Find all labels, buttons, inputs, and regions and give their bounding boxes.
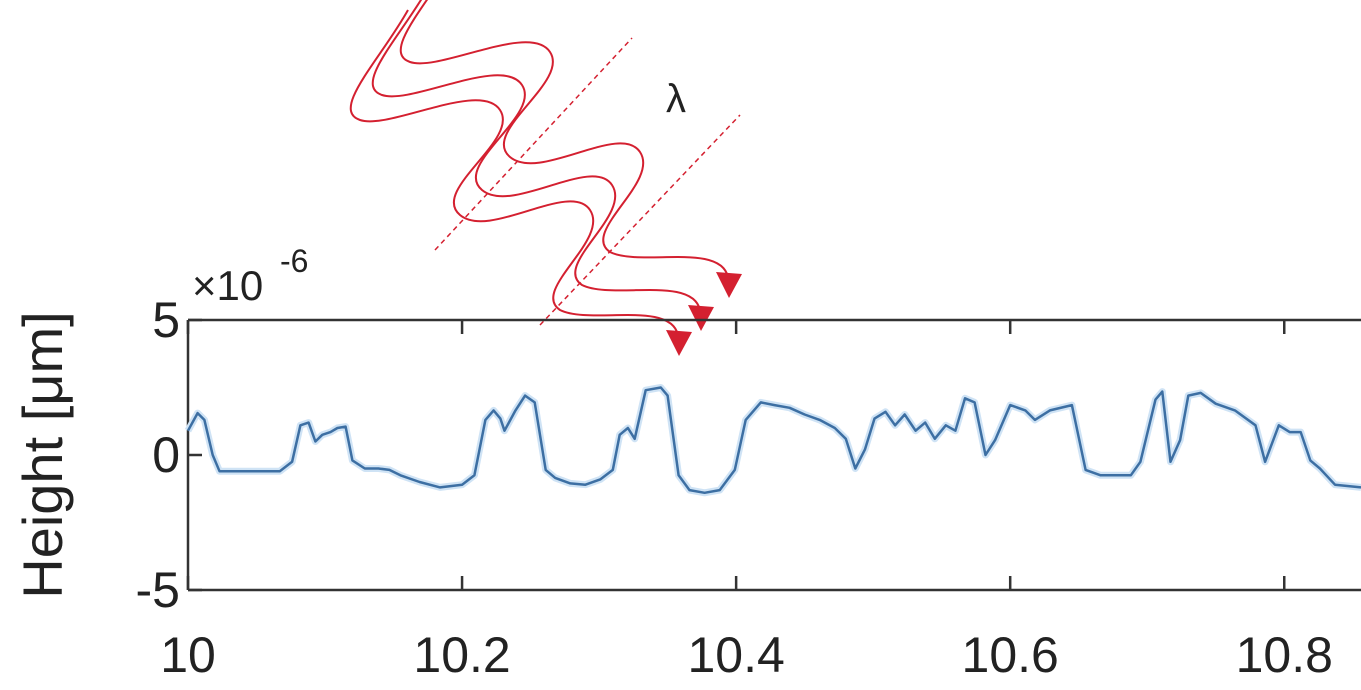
wavefront-line — [539, 114, 741, 326]
x-tick-label: 10.4 — [687, 627, 784, 683]
arrowhead — [666, 330, 692, 356]
x-tick-label: 10.6 — [962, 627, 1059, 683]
wavefront-line — [434, 37, 633, 251]
x-tick-label: 10.2 — [413, 627, 510, 683]
y-axis-label: Height [μm] — [11, 311, 74, 598]
line-glow — [184, 384, 1361, 497]
y-tick-label: 5 — [152, 292, 180, 348]
arrowhead — [716, 272, 742, 298]
x-tick-label: 10 — [160, 627, 216, 683]
y-exponent-base: ×10 — [192, 262, 263, 309]
x-tick-label: 10.8 — [1236, 627, 1333, 683]
arrowhead — [688, 305, 714, 331]
wave — [371, 0, 701, 311]
wave — [399, 0, 729, 278]
wave — [349, 9, 679, 336]
y-tick-label: 0 — [152, 427, 180, 483]
annotation: λ — [666, 77, 686, 121]
wave-group — [349, 0, 742, 356]
y-tick-label: -5 — [136, 562, 180, 618]
data-line — [186, 386, 1361, 495]
y-exponent-power: -6 — [280, 243, 308, 279]
